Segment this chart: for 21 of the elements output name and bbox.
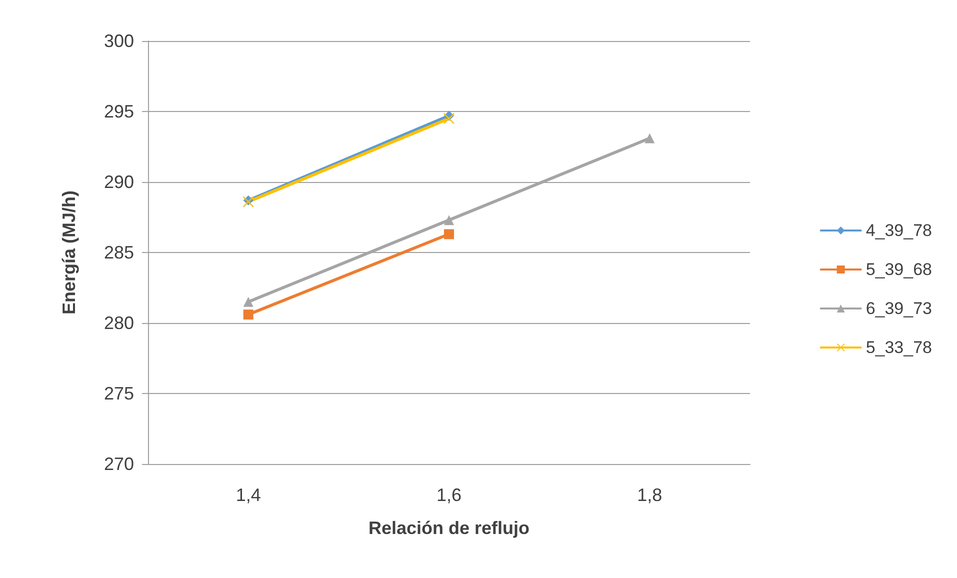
legend-label: 5_39_68 xyxy=(866,260,932,279)
point xyxy=(243,310,254,320)
y-tick-label: 300 xyxy=(104,31,134,51)
y-tick-label: 285 xyxy=(104,242,134,262)
y-tick-label: 295 xyxy=(104,102,134,122)
x-tick-label: 1,6 xyxy=(436,485,462,505)
point xyxy=(644,133,655,144)
y-tick-label: 290 xyxy=(104,172,134,192)
point xyxy=(444,229,454,240)
y-tick-label: 280 xyxy=(104,313,134,333)
x-axis-title: Relación de reflujo xyxy=(368,518,530,538)
x-tick-label: 1,8 xyxy=(637,485,662,505)
legend-label: 4_39_78 xyxy=(866,221,932,240)
legend-label: 6_39_73 xyxy=(866,299,932,318)
y-tick-label: 270 xyxy=(104,454,134,474)
y-axis-title: Energía (MJ/h) xyxy=(59,190,79,315)
point xyxy=(444,215,454,226)
legend-label: 5_33_78 xyxy=(866,338,932,357)
point xyxy=(243,296,254,307)
y-tick-label: 275 xyxy=(104,384,134,404)
x-tick-label: 1,4 xyxy=(236,485,261,505)
